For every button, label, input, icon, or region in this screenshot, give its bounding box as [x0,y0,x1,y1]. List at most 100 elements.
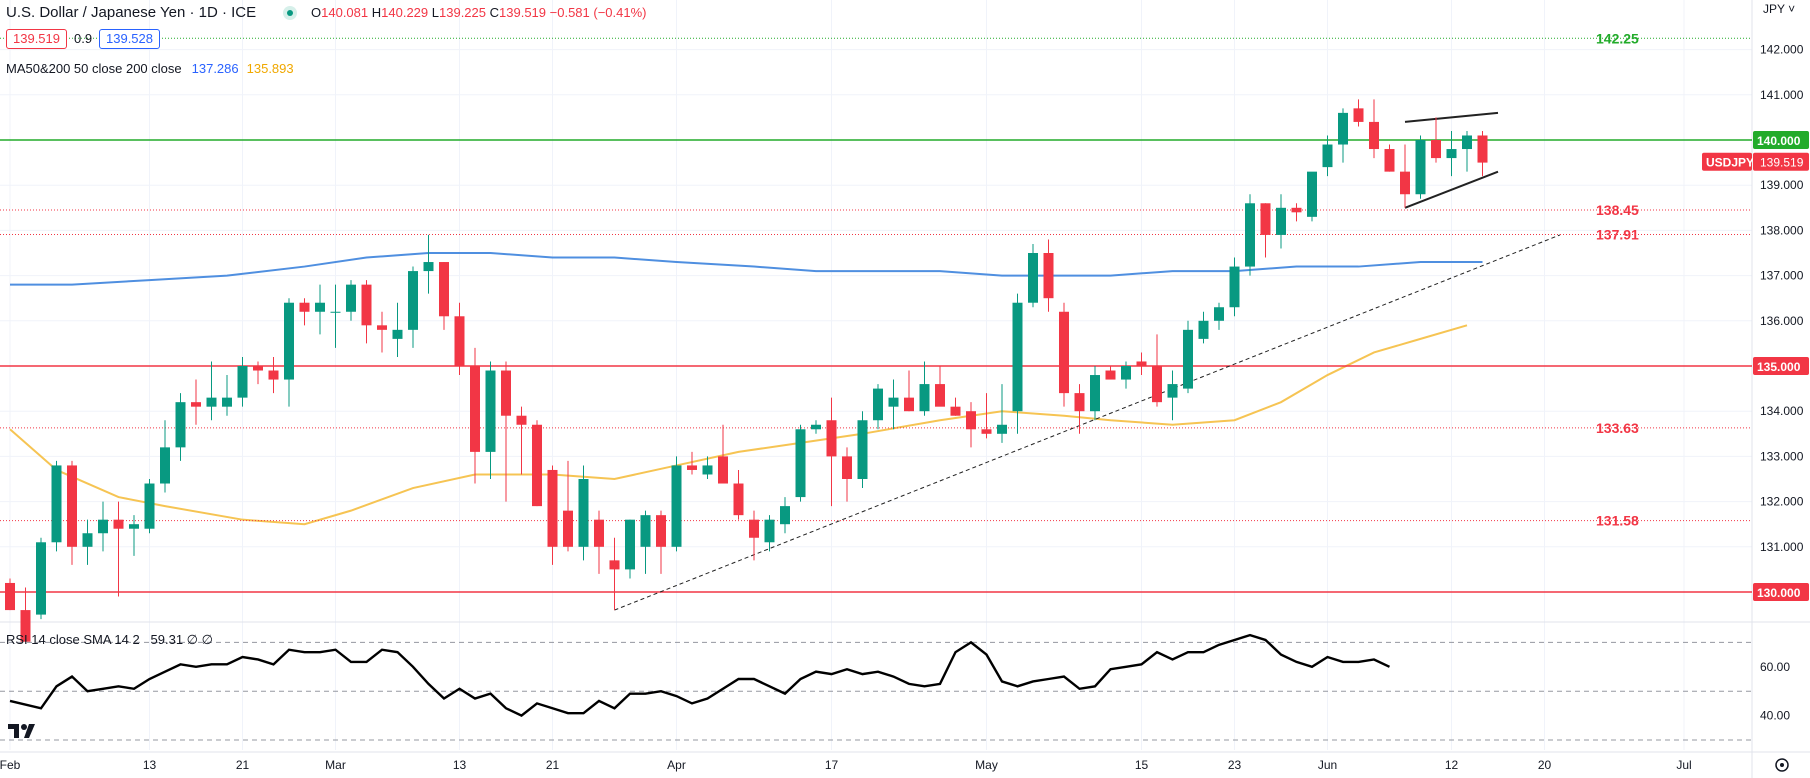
time-tick-label: May [975,758,998,772]
candle-body [439,262,449,317]
candle-body [656,515,666,547]
price-tick-label: 132.000 [1760,495,1804,509]
low-value: 139.225 [439,5,486,20]
candle-body [361,284,372,326]
candle-body [299,302,310,312]
trendline [614,234,1561,611]
candle-body [888,397,899,407]
rsi-line [9,633,1391,718]
candle-body [1183,329,1193,389]
time-tick-label: 21 [546,758,560,772]
candle-body [857,420,868,479]
candle-body [330,311,341,313]
candle-body [408,271,418,330]
candle-body [129,524,139,529]
time-tick-label: Jul [1676,758,1691,772]
candle-body [1214,307,1224,321]
trendline [1404,111,1499,123]
candle-body [222,397,232,407]
time-tick-label: 17 [825,758,839,772]
trendline [1404,170,1499,209]
candle-body [919,384,930,412]
time-tick-label: 21 [236,758,250,772]
candle-body [1291,207,1302,213]
candle-body [1121,366,1131,380]
candle-body [36,542,46,615]
sell-price-button[interactable]: 139.519 [6,29,67,49]
last-price-badge [1753,152,1809,171]
time-tick-label: 15 [1135,758,1149,772]
candle-body [981,429,992,434]
candle-body [315,302,325,312]
close-value: 139.519 [499,5,547,20]
time-tick-label: Mar [325,758,346,772]
rsi-tick-label: 40.00 [1760,709,1790,723]
candle-body [904,397,914,412]
candle-body [873,388,883,421]
candle-body [1136,361,1147,366]
rsi-value: 59.31 ∅ ∅ [150,632,213,647]
ma200-value: 137.286 [191,61,239,76]
level-badge [1753,583,1809,601]
price-tick-label: 142.000 [1760,43,1804,57]
candle-body [1043,253,1054,299]
rsi-label: RSI 14 close SMA 14 2 [6,632,140,647]
candle-body [1090,375,1100,412]
candle-body [113,519,124,529]
candle-body [1462,135,1472,150]
candle-body [454,316,465,366]
price-tick-label: 137.000 [1760,269,1804,283]
high-value: 140.229 [381,5,429,20]
currency-selector[interactable]: JPY ˅ [1763,2,1796,16]
candle-body [392,329,403,339]
close-label: C [489,5,500,20]
candle-body [160,447,170,484]
ma50-value: 135.893 [246,61,294,76]
level-label: 142.25 [1596,30,1639,46]
open-label: O [311,5,322,20]
buy-price-button[interactable]: 139.528 [99,29,160,49]
candle-body [516,415,527,425]
candle-body [671,465,682,547]
candle-body [1028,253,1038,303]
candle-body [470,366,480,452]
candle-body [1245,203,1255,267]
candle-body [749,519,759,538]
high-label: H [371,5,382,20]
time-tick-label: Jun [1318,758,1337,772]
market-status-icon [283,6,297,20]
level-badge-label: 140.000 [1757,134,1801,148]
low-label: L [431,5,439,20]
time-tick-label: 13 [143,758,157,772]
candle-body [1229,266,1240,308]
time-tick-label: 12 [1445,758,1459,772]
level-badge-label: 130.000 [1757,586,1801,600]
candle-body [733,483,744,516]
rsi-legend[interactable]: RSI 14 close SMA 14 2 59.31 ∅ ∅ [6,632,213,648]
candle-body [1384,149,1395,172]
candle-body [1369,121,1379,150]
candle-body [67,465,77,547]
candle-body [1446,149,1457,159]
time-tick-label: Apr [667,758,686,772]
ma-legend[interactable]: MA50&200 50 close 200 close 137.286 135.89… [6,61,294,76]
symbol-title[interactable]: U.S. Dollar / Japanese Yen · 1D · ICE [6,4,257,21]
candle-body [1431,140,1441,159]
candle-body [718,456,728,484]
candle-body [578,479,589,547]
level-label: 133.63 [1596,420,1639,436]
candle-body [1260,203,1271,235]
spread-value: 0.9 [74,31,93,46]
candle-body [687,465,697,470]
time-tick-label: 20 [1538,758,1552,772]
candle-body [640,515,651,547]
candle-body [144,483,155,529]
ma-label: MA50&200 50 close 200 close [6,61,182,76]
settings-icon [1775,758,1789,772]
level-badge-label: 135.000 [1757,360,1801,374]
candle-body [1012,302,1023,412]
candle-body [547,469,558,547]
candle-body [764,519,775,543]
level-label: 131.58 [1596,513,1639,529]
